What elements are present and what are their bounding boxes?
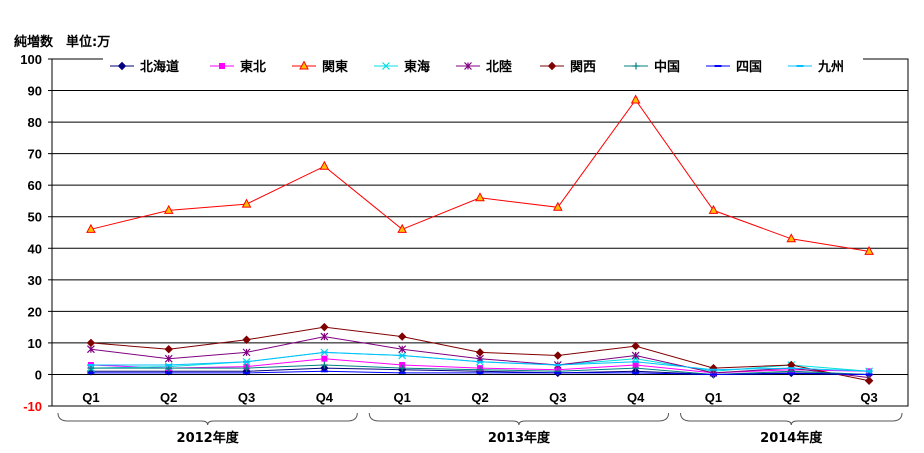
group-brace — [368, 412, 670, 426]
series-line — [90, 99, 870, 252]
data-point — [632, 62, 640, 70]
y-tick-label: 100 — [20, 52, 42, 67]
data-point — [320, 361, 328, 369]
legend-label: 東海 — [404, 59, 430, 75]
legend-item: 東北 — [210, 59, 266, 75]
data-point — [163, 204, 174, 214]
data-point — [398, 364, 406, 372]
x-tick-label: Q1 — [705, 390, 722, 405]
legend-label: 東北 — [240, 59, 266, 75]
data-point — [786, 233, 797, 243]
legend-item: 中国 — [624, 59, 680, 75]
y-tick-label: 0 — [35, 367, 42, 382]
y-tick-label: 20 — [28, 304, 42, 319]
data-point — [242, 335, 251, 344]
data-point — [632, 364, 640, 372]
legend-label: 関東 — [322, 59, 348, 75]
legend-item: 関東 — [292, 59, 348, 75]
group-brace — [680, 412, 903, 426]
data-point — [243, 364, 251, 372]
data-point — [631, 341, 640, 351]
legend: 北海道 東北 関東 東海 北陸 関西 中国 四国 九州 — [103, 55, 863, 77]
data-point — [464, 62, 472, 70]
legend-label: 四国 — [736, 60, 762, 75]
group-label: 2014年度 — [760, 430, 823, 446]
legend-item: 九州 — [788, 60, 844, 75]
y-tick-label: 70 — [28, 147, 42, 162]
data-point — [631, 351, 640, 360]
y-tick-label: 30 — [28, 273, 42, 288]
data-point — [321, 355, 328, 362]
data-point — [320, 322, 329, 332]
data-point — [241, 198, 252, 208]
series-lines — [86, 94, 874, 385]
data-point — [553, 351, 563, 360]
group-label: 2013年度 — [488, 430, 551, 446]
data-point — [398, 345, 407, 354]
group-brace — [57, 412, 358, 426]
data-point — [299, 60, 309, 70]
y-tick-label: -10 — [23, 399, 42, 414]
chart-title: 純増数 単位:万 — [14, 34, 110, 50]
x-tick-label: Q3 — [860, 390, 877, 405]
x-tick-label: Q3 — [549, 390, 566, 405]
data-point — [319, 160, 330, 170]
data-point — [164, 345, 173, 354]
x-tick-label: Q2 — [783, 390, 800, 405]
data-point — [547, 61, 557, 71]
data-point — [397, 223, 408, 233]
data-point — [242, 348, 251, 357]
legend-item: 関西 — [540, 60, 596, 75]
x-tick-label: Q1 — [82, 390, 99, 405]
x-tick-label: Q4 — [627, 390, 645, 405]
data-point — [397, 332, 407, 341]
legend-box — [103, 55, 863, 77]
x-tick-label: Q2 — [160, 390, 177, 405]
series-関東 — [86, 94, 874, 255]
data-point — [475, 348, 485, 357]
x-tick-label: Q1 — [394, 390, 411, 405]
data-point — [552, 201, 563, 211]
y-tick-label: 80 — [28, 115, 42, 130]
series-四国 — [87, 370, 873, 376]
legend-label: 九州 — [817, 60, 844, 75]
legend-label: 関西 — [570, 60, 596, 75]
series-関西 — [86, 322, 874, 385]
x-tick-label: Q4 — [316, 390, 334, 405]
data-point — [475, 192, 485, 202]
data-point — [864, 376, 874, 385]
data-point — [382, 62, 390, 70]
series-九州 — [87, 351, 873, 373]
legend-item: 北海道 — [110, 59, 179, 75]
y-tick-label: 10 — [28, 336, 42, 351]
x-axis: Q1 Q2 Q3 Q4 Q1 Q2 Q3 Q4 Q1 Q2 Q3 — [82, 390, 878, 405]
data-point — [86, 223, 96, 233]
data-point — [630, 94, 641, 104]
data-point — [320, 332, 329, 341]
year-groups: 2012年度 2013年度 2014年度 — [57, 412, 903, 446]
data-point — [219, 63, 225, 69]
x-tick-label: Q3 — [238, 390, 255, 405]
legend-label: 中国 — [654, 59, 680, 75]
legend-item: 東海 — [374, 59, 430, 75]
data-point — [864, 245, 874, 255]
x-tick-label: Q2 — [471, 390, 488, 405]
legend-item: 四国 — [706, 60, 762, 75]
legend-label: 北海道 — [140, 59, 179, 75]
gridlines — [52, 90, 908, 375]
y-tick-label: 50 — [28, 210, 42, 225]
data-point — [708, 204, 719, 214]
y-tick-label: 90 — [28, 84, 42, 99]
y-tick-label: 60 — [28, 178, 42, 193]
y-tick-label: 40 — [28, 241, 42, 256]
legend-label: 北陸 — [486, 59, 512, 75]
data-point — [86, 338, 96, 348]
legend-item: 北陸 — [456, 59, 512, 75]
data-point — [164, 354, 173, 363]
y-axis: -10 0 10 20 30 40 50 60 70 80 90 100 — [20, 52, 52, 414]
data-point — [117, 61, 127, 71]
group-label: 2012年度 — [177, 430, 240, 446]
